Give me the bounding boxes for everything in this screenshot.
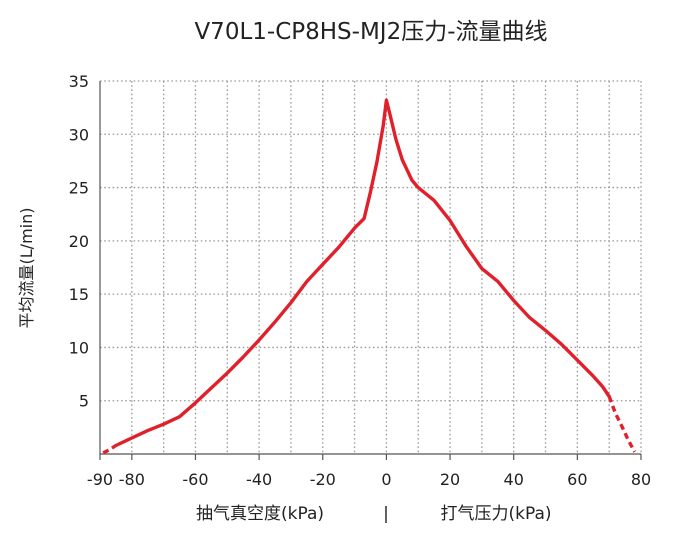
y-tick-label: 20 xyxy=(69,232,89,251)
series-line-flow-start xyxy=(102,444,117,455)
y-tick-label: 35 xyxy=(69,72,89,91)
x-tick-label: -60 xyxy=(182,470,208,489)
series-line-flow-extension xyxy=(607,395,637,453)
y-tick-label: 5 xyxy=(79,392,89,411)
x-tick-label: 60 xyxy=(567,470,587,489)
x-tick-label: -20 xyxy=(310,470,336,489)
x-tick-label: 40 xyxy=(504,470,524,489)
axes xyxy=(99,81,642,460)
x-tick-label: -90 xyxy=(87,470,113,489)
y-tick-label: 15 xyxy=(69,285,89,304)
x-axis-label-vacuum: 抽气真空度(kPa) xyxy=(196,504,324,524)
x-tick-label: 0 xyxy=(381,470,391,489)
data-series xyxy=(102,98,637,455)
x-tick-label: -40 xyxy=(246,470,272,489)
y-tick-labels: 5 10 15 20 25 30 35 xyxy=(69,72,89,411)
x-axis-label-separator: | xyxy=(383,504,389,524)
y-tick-label: 25 xyxy=(69,179,89,198)
x-tick-labels: -90 -80 -60 -40 -20 0 20 40 60 80 xyxy=(87,470,651,489)
chart-title: V70L1-CP8HS-MJ2压力-流量曲线 xyxy=(194,19,547,45)
series-line-flow xyxy=(114,98,611,448)
x-tick-label: 20 xyxy=(440,470,460,489)
x-tick-label: -80 xyxy=(119,470,145,489)
x-tick-label: 80 xyxy=(631,470,651,489)
grid-lines xyxy=(100,80,642,454)
y-tick-label: 10 xyxy=(69,338,89,357)
y-axis-label: 平均流量(L/min) xyxy=(17,208,36,329)
x-axis-label-pressure: 打气压力(kPa) xyxy=(440,504,551,524)
y-tick-label: 30 xyxy=(69,125,89,144)
